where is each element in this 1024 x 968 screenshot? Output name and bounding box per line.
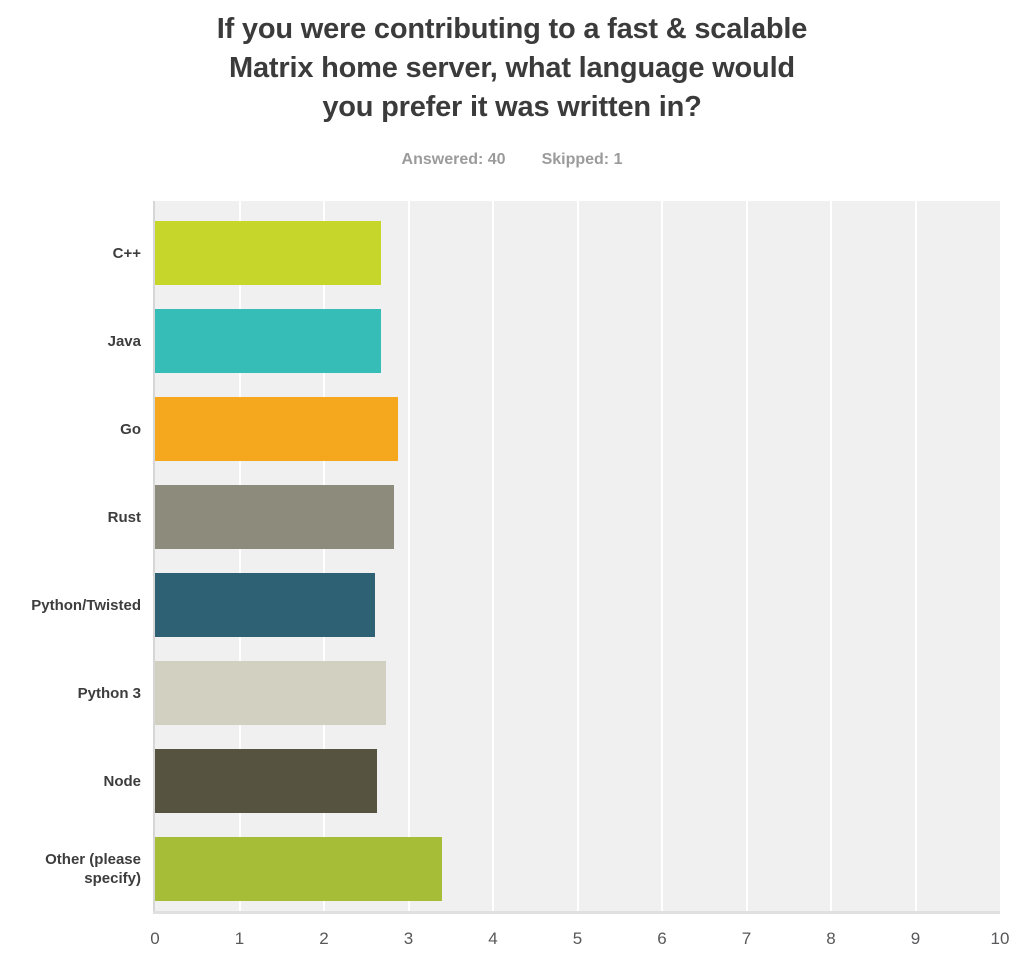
- value-bar: [155, 749, 378, 813]
- x-axis-line: [153, 911, 1000, 914]
- gridline: [745, 201, 748, 911]
- bar-row: [155, 825, 1000, 913]
- gridline: [914, 201, 917, 911]
- x-axis-tick-label: 9: [910, 929, 921, 948]
- x-axis-tick-label: 1: [234, 929, 245, 948]
- bar-row: [155, 473, 1000, 561]
- bar-row: [155, 385, 1000, 473]
- plot-area: [155, 201, 1000, 911]
- gridline: [661, 201, 663, 911]
- category-label: Rust: [107, 508, 141, 526]
- category-label: C++: [112, 244, 141, 262]
- bar-row: [155, 561, 1000, 649]
- x-axis-tick-label: 2: [319, 929, 329, 948]
- value-bar: [155, 661, 386, 725]
- value-bar: [155, 221, 382, 285]
- bar-row: [155, 209, 1000, 297]
- gridline: [576, 201, 579, 911]
- category-label: Node: [103, 772, 142, 790]
- x-axis-tick-label: 5: [572, 929, 583, 948]
- category-axis: C++ Java Go Rust Python/Twisted Python 3 Node O…: [0, 201, 141, 911]
- y-axis-line: [153, 201, 155, 914]
- x-axis-tick-label: 7: [741, 929, 752, 948]
- x-axis-tick-label: 10: [990, 929, 1010, 948]
- chart-title: If you were contributing to a fast & sca…: [22, 10, 1002, 127]
- x-axis-tick-label: 6: [657, 929, 667, 948]
- value-bar: [155, 485, 395, 549]
- chart-title-line: Matrix home server, what language would: [229, 52, 795, 84]
- category-label: Other (please specify): [45, 851, 141, 887]
- category-label: Python/Twisted: [31, 596, 141, 614]
- category-label: Java: [107, 332, 141, 350]
- x-axis: 0 1 2 3 4 5 6 7 8 9 10: [150, 929, 1009, 955]
- value-bar: [155, 573, 375, 637]
- x-axis-tick-label: 0: [150, 929, 160, 948]
- answered-stat: Answered: 40: [401, 151, 506, 168]
- x-axis-tick-label: 4: [488, 929, 498, 948]
- skipped-stat: Skipped: 1: [541, 151, 623, 168]
- value-bar: [155, 309, 382, 373]
- bar-row: [155, 737, 1000, 825]
- gridline: [238, 201, 241, 911]
- bar-row: [155, 297, 1000, 385]
- gridline: [830, 201, 832, 911]
- chart-title-line: If you were contributing to a fast & sca…: [216, 13, 808, 45]
- chart-title-line: you prefer it was written in?: [322, 91, 702, 123]
- category-label: Python 3: [77, 684, 141, 702]
- value-bar: [155, 397, 398, 461]
- response-stats: Answered: 40 Skipped: 1: [22, 151, 1002, 169]
- gridline: [492, 201, 494, 911]
- value-bar: [155, 837, 443, 901]
- bar-row: [155, 649, 1000, 737]
- x-axis-tick-label: 8: [826, 929, 836, 948]
- gridline: [323, 201, 325, 911]
- x-axis-tick-label: 3: [403, 929, 414, 948]
- gridline: [407, 201, 410, 911]
- category-label: Go: [120, 420, 141, 438]
